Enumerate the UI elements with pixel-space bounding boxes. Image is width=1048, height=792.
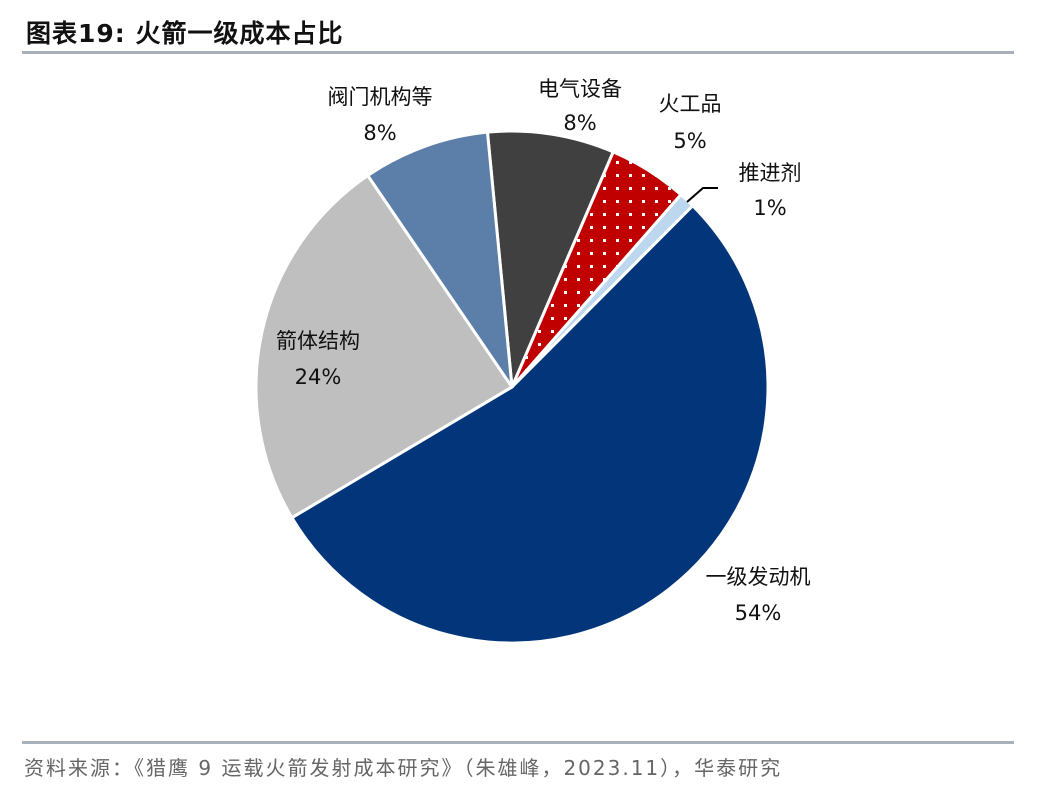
title-divider <box>22 51 1014 54</box>
footer-divider <box>22 741 1014 744</box>
slice-label-火工品: 火工品 <box>659 92 722 116</box>
pie-slice-箭体结构 <box>254 173 515 520</box>
slice-value-推进剂: 1% <box>753 196 786 220</box>
slice-value-一级发动机: 54% <box>735 601 782 625</box>
slice-label-推进剂: 推进剂 <box>739 161 802 185</box>
leader-line-推进剂 <box>686 187 718 203</box>
slice-value-电气设备: 8% <box>563 111 596 135</box>
slice-value-阀门机构等: 8% <box>363 121 396 145</box>
source-note: 资料来源：《猎鹰 9 运载火箭发射成本研究》（朱雄峰，2023.11），华泰研究 <box>24 756 783 780</box>
pie-slice-一级发动机 <box>289 203 770 645</box>
slice-value-火工品: 5% <box>673 129 706 153</box>
chart-title: 图表19: 火箭一级成本占比 <box>26 19 344 48</box>
slice-value-箭体结构: 24% <box>295 365 342 389</box>
slice-label-一级发动机: 一级发动机 <box>706 565 811 589</box>
slice-label-箭体结构: 箭体结构 <box>276 329 360 353</box>
pie-slice-电气设备 <box>485 129 616 388</box>
slice-label-阀门机构等: 阀门机构等 <box>328 85 433 109</box>
pie-slice-阀门机构等 <box>365 130 514 388</box>
slice-label-电气设备: 电气设备 <box>538 77 622 101</box>
